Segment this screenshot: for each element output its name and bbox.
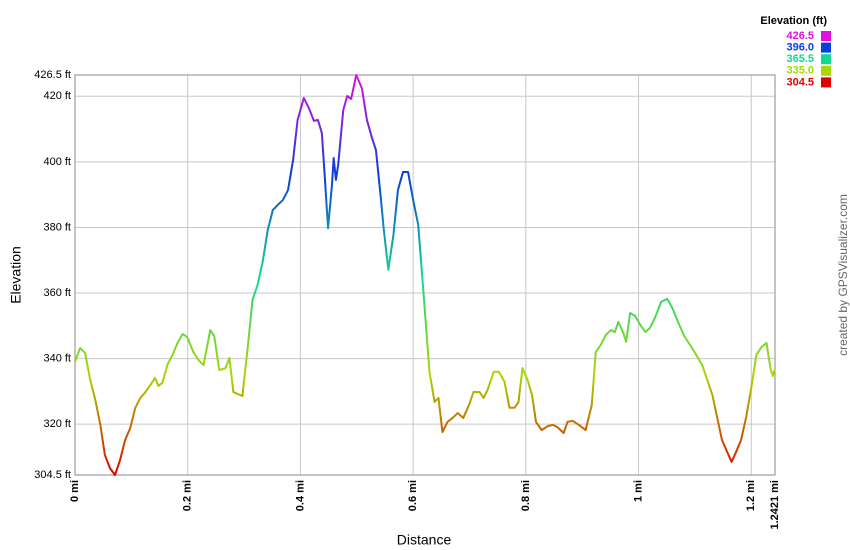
y-tick-label: 320 ft (43, 418, 71, 430)
y-tick-label: 380 ft (43, 221, 71, 233)
legend-label: 396.0 (786, 42, 814, 54)
x-tick-label: 0.8 mi (520, 480, 532, 511)
x-axis-label: Distance (397, 532, 452, 548)
x-tick-label: 1.2 mi (745, 480, 757, 511)
legend-label: 365.5 (786, 53, 814, 65)
x-tick-label: 1 mi (632, 480, 644, 502)
x-tick-label: 1.2421 mi (769, 480, 781, 530)
x-tick-label: 0.4 mi (294, 480, 306, 511)
y-tick-label: 360 ft (43, 287, 71, 299)
plot-frame (74, 74, 776, 476)
y-tick-label: 426.5 ft (34, 69, 71, 81)
legend-swatch (821, 65, 831, 76)
legend-label: 335.0 (786, 65, 814, 77)
x-tick-label: 0 mi (69, 480, 81, 502)
legend-swatch (821, 42, 831, 53)
elevation-line (74, 74, 776, 476)
legend-swatch (821, 77, 831, 88)
legend-swatch (821, 31, 831, 41)
legend-swatch (821, 54, 831, 65)
y-tick-label: 304.5 ft (34, 469, 71, 481)
y-tick-label: 420 ft (43, 90, 71, 102)
credit: created by GPSVisualizer.com (836, 194, 850, 356)
y-tick-label: 340 ft (43, 353, 71, 365)
y-tick-label: 400 ft (43, 156, 71, 168)
legend-label: 304.5 (786, 76, 814, 88)
x-tick-label: 0.6 mi (407, 480, 419, 511)
y-axis-label: Elevation (8, 246, 24, 304)
x-tick-label: 0.2 mi (182, 480, 194, 511)
legend-label: 426.5 (786, 30, 814, 42)
legend-title: Elevation (ft) (760, 15, 827, 27)
